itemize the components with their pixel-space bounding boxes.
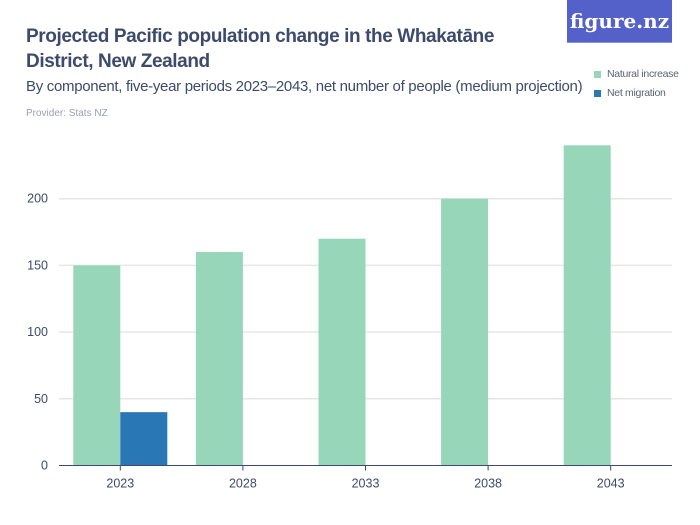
bar-net-migration xyxy=(120,412,168,466)
bar-natural-increase xyxy=(563,145,611,466)
y-tick-label: 100 xyxy=(27,325,48,339)
bar-natural-increase xyxy=(73,265,121,466)
legend-swatch xyxy=(594,70,601,78)
y-tick-label: 150 xyxy=(27,258,48,272)
bar-natural-increase xyxy=(195,252,243,466)
x-tick-label: 2023 xyxy=(106,477,134,491)
legend-natural-increase: Natural increase xyxy=(594,68,679,80)
bar-natural-increase xyxy=(441,198,489,466)
y-tick-label: 200 xyxy=(27,192,48,206)
y-tick-label: 50 xyxy=(34,392,48,406)
y-tick-label: 0 xyxy=(41,459,48,473)
legend-label: Natural increase xyxy=(607,68,679,80)
x-tick-label: 2043 xyxy=(597,477,625,491)
x-tick-label: 2038 xyxy=(474,477,502,491)
figure-nz-logo[interactable]: figure.nz xyxy=(567,0,672,43)
legend-label: Net migration xyxy=(607,87,666,99)
x-tick-label: 2028 xyxy=(229,477,257,491)
chart-title: Projected Pacific population change in t… xyxy=(26,26,495,72)
legend-net-migration: Net migration xyxy=(594,87,666,99)
bar-natural-increase xyxy=(318,238,366,466)
provider: Provider: Stats NZ xyxy=(26,108,108,119)
legend-swatch xyxy=(594,89,601,97)
x-tick-label: 2033 xyxy=(352,477,380,491)
chart-subtitle: By component, five-year periods 2023–204… xyxy=(26,78,583,95)
